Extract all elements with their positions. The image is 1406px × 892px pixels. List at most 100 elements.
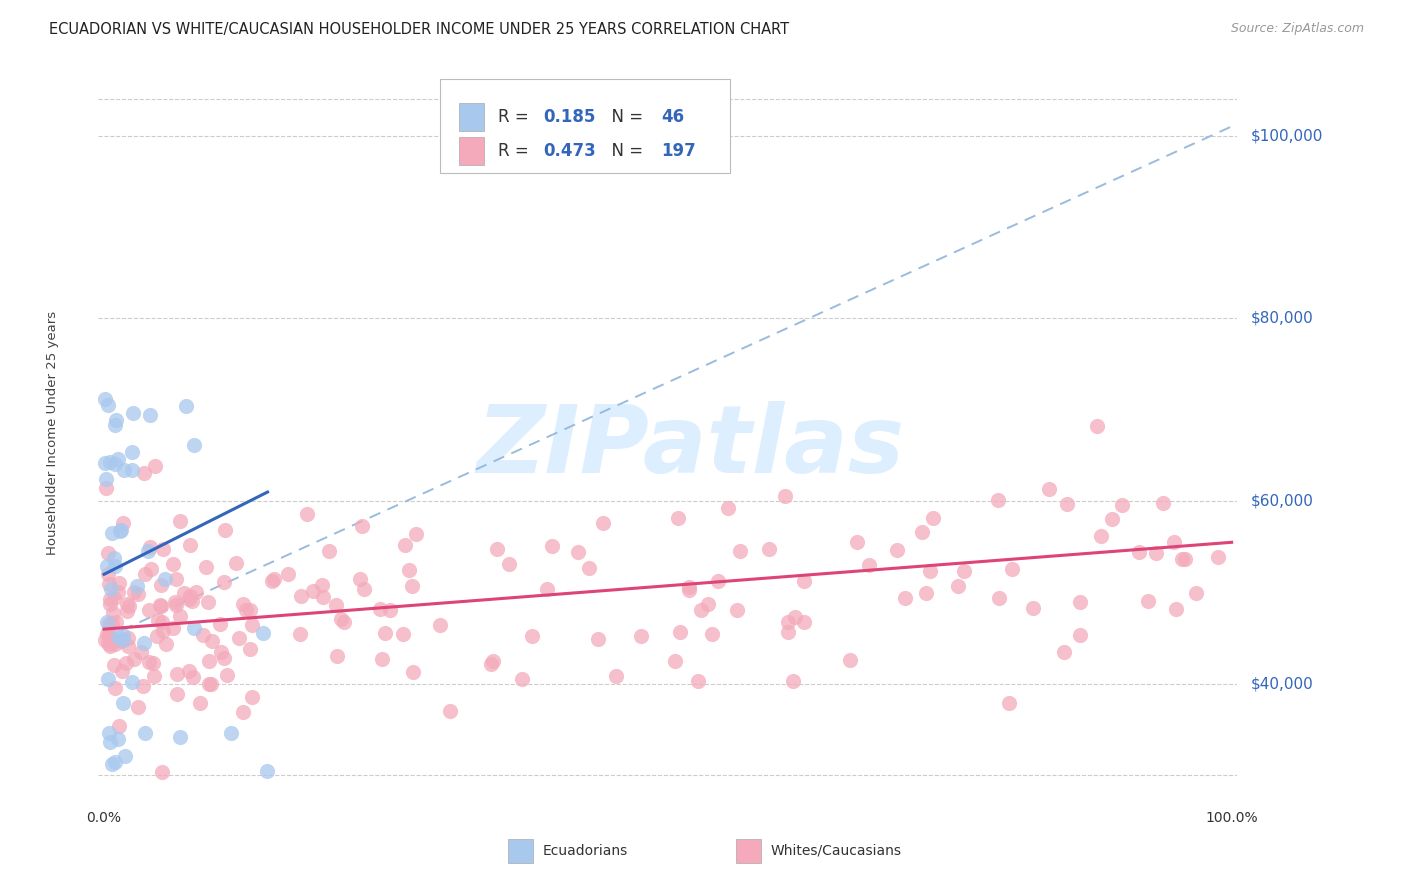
Point xyxy=(948,579,970,593)
Point xyxy=(132,635,155,649)
Point xyxy=(540,539,562,553)
Point xyxy=(988,591,1011,605)
Point xyxy=(198,677,221,691)
Point xyxy=(121,674,143,689)
Point xyxy=(1090,529,1112,543)
Point xyxy=(773,489,796,503)
Point xyxy=(429,618,451,632)
Point xyxy=(139,408,162,422)
Point xyxy=(232,705,254,719)
Point xyxy=(112,463,135,477)
Point xyxy=(149,598,172,612)
Text: R =: R = xyxy=(498,108,534,127)
Point xyxy=(479,657,502,671)
FancyBboxPatch shape xyxy=(737,839,761,863)
Text: N =: N = xyxy=(600,142,648,160)
Point xyxy=(352,519,374,533)
Point xyxy=(1164,601,1187,615)
Point xyxy=(98,597,121,611)
Point xyxy=(104,755,127,769)
Text: $40,000: $40,000 xyxy=(1251,676,1315,691)
Point xyxy=(839,653,862,667)
Point xyxy=(333,615,356,630)
Point xyxy=(707,574,730,589)
Point xyxy=(398,563,420,577)
Point xyxy=(782,674,804,689)
Point xyxy=(1101,512,1123,526)
Point xyxy=(169,515,191,529)
Point xyxy=(1053,645,1076,659)
Point xyxy=(117,639,139,653)
Point xyxy=(97,546,120,560)
Point xyxy=(1144,546,1167,560)
Point xyxy=(149,577,172,591)
Point xyxy=(105,412,128,426)
Point xyxy=(146,629,169,643)
Point xyxy=(1136,594,1159,608)
Point xyxy=(725,603,748,617)
Point xyxy=(277,566,299,581)
Point xyxy=(567,545,589,559)
Point xyxy=(717,501,740,516)
Point xyxy=(380,602,402,616)
Point xyxy=(152,624,174,639)
Point xyxy=(112,516,135,530)
Point xyxy=(758,542,780,557)
Point xyxy=(211,645,233,659)
Point xyxy=(153,573,176,587)
Point xyxy=(374,626,396,640)
Point xyxy=(155,637,177,651)
Point xyxy=(498,557,520,571)
Point xyxy=(115,597,138,611)
Point xyxy=(118,599,141,613)
Text: $60,000: $60,000 xyxy=(1251,493,1315,508)
Point xyxy=(217,668,239,682)
Point xyxy=(214,523,236,537)
FancyBboxPatch shape xyxy=(460,103,485,131)
Point xyxy=(700,626,723,640)
Point xyxy=(288,626,311,640)
Point xyxy=(392,626,415,640)
Point xyxy=(214,650,236,665)
Point xyxy=(104,558,127,573)
Point xyxy=(121,463,143,477)
Point xyxy=(1069,595,1091,609)
Point xyxy=(197,655,219,669)
Point xyxy=(181,594,204,608)
Point xyxy=(122,585,145,599)
Point xyxy=(103,551,125,566)
Point xyxy=(94,473,117,487)
Point xyxy=(94,481,117,495)
Text: N =: N = xyxy=(600,108,648,127)
Point xyxy=(295,507,318,521)
Point xyxy=(686,673,709,688)
Point xyxy=(169,608,191,623)
Point xyxy=(325,598,347,612)
Point xyxy=(114,748,136,763)
Text: 197: 197 xyxy=(661,142,696,160)
Point xyxy=(793,615,815,629)
Point xyxy=(134,567,156,582)
Point xyxy=(150,599,173,613)
Point xyxy=(402,665,425,679)
Point xyxy=(894,591,917,606)
Point xyxy=(911,524,934,539)
Point xyxy=(221,725,243,739)
Point xyxy=(134,725,156,739)
Point xyxy=(108,718,131,732)
Text: R =: R = xyxy=(498,142,534,160)
Point xyxy=(1087,418,1109,433)
Point xyxy=(302,583,325,598)
Point xyxy=(191,628,214,642)
Point xyxy=(666,511,689,525)
Point xyxy=(101,606,124,620)
Point xyxy=(142,669,165,683)
Point xyxy=(858,558,880,572)
Point xyxy=(997,696,1019,710)
Point xyxy=(290,589,312,603)
Point xyxy=(1038,482,1060,496)
Point xyxy=(103,681,125,695)
Point xyxy=(125,579,148,593)
Point xyxy=(121,406,143,420)
Point xyxy=(776,615,799,629)
